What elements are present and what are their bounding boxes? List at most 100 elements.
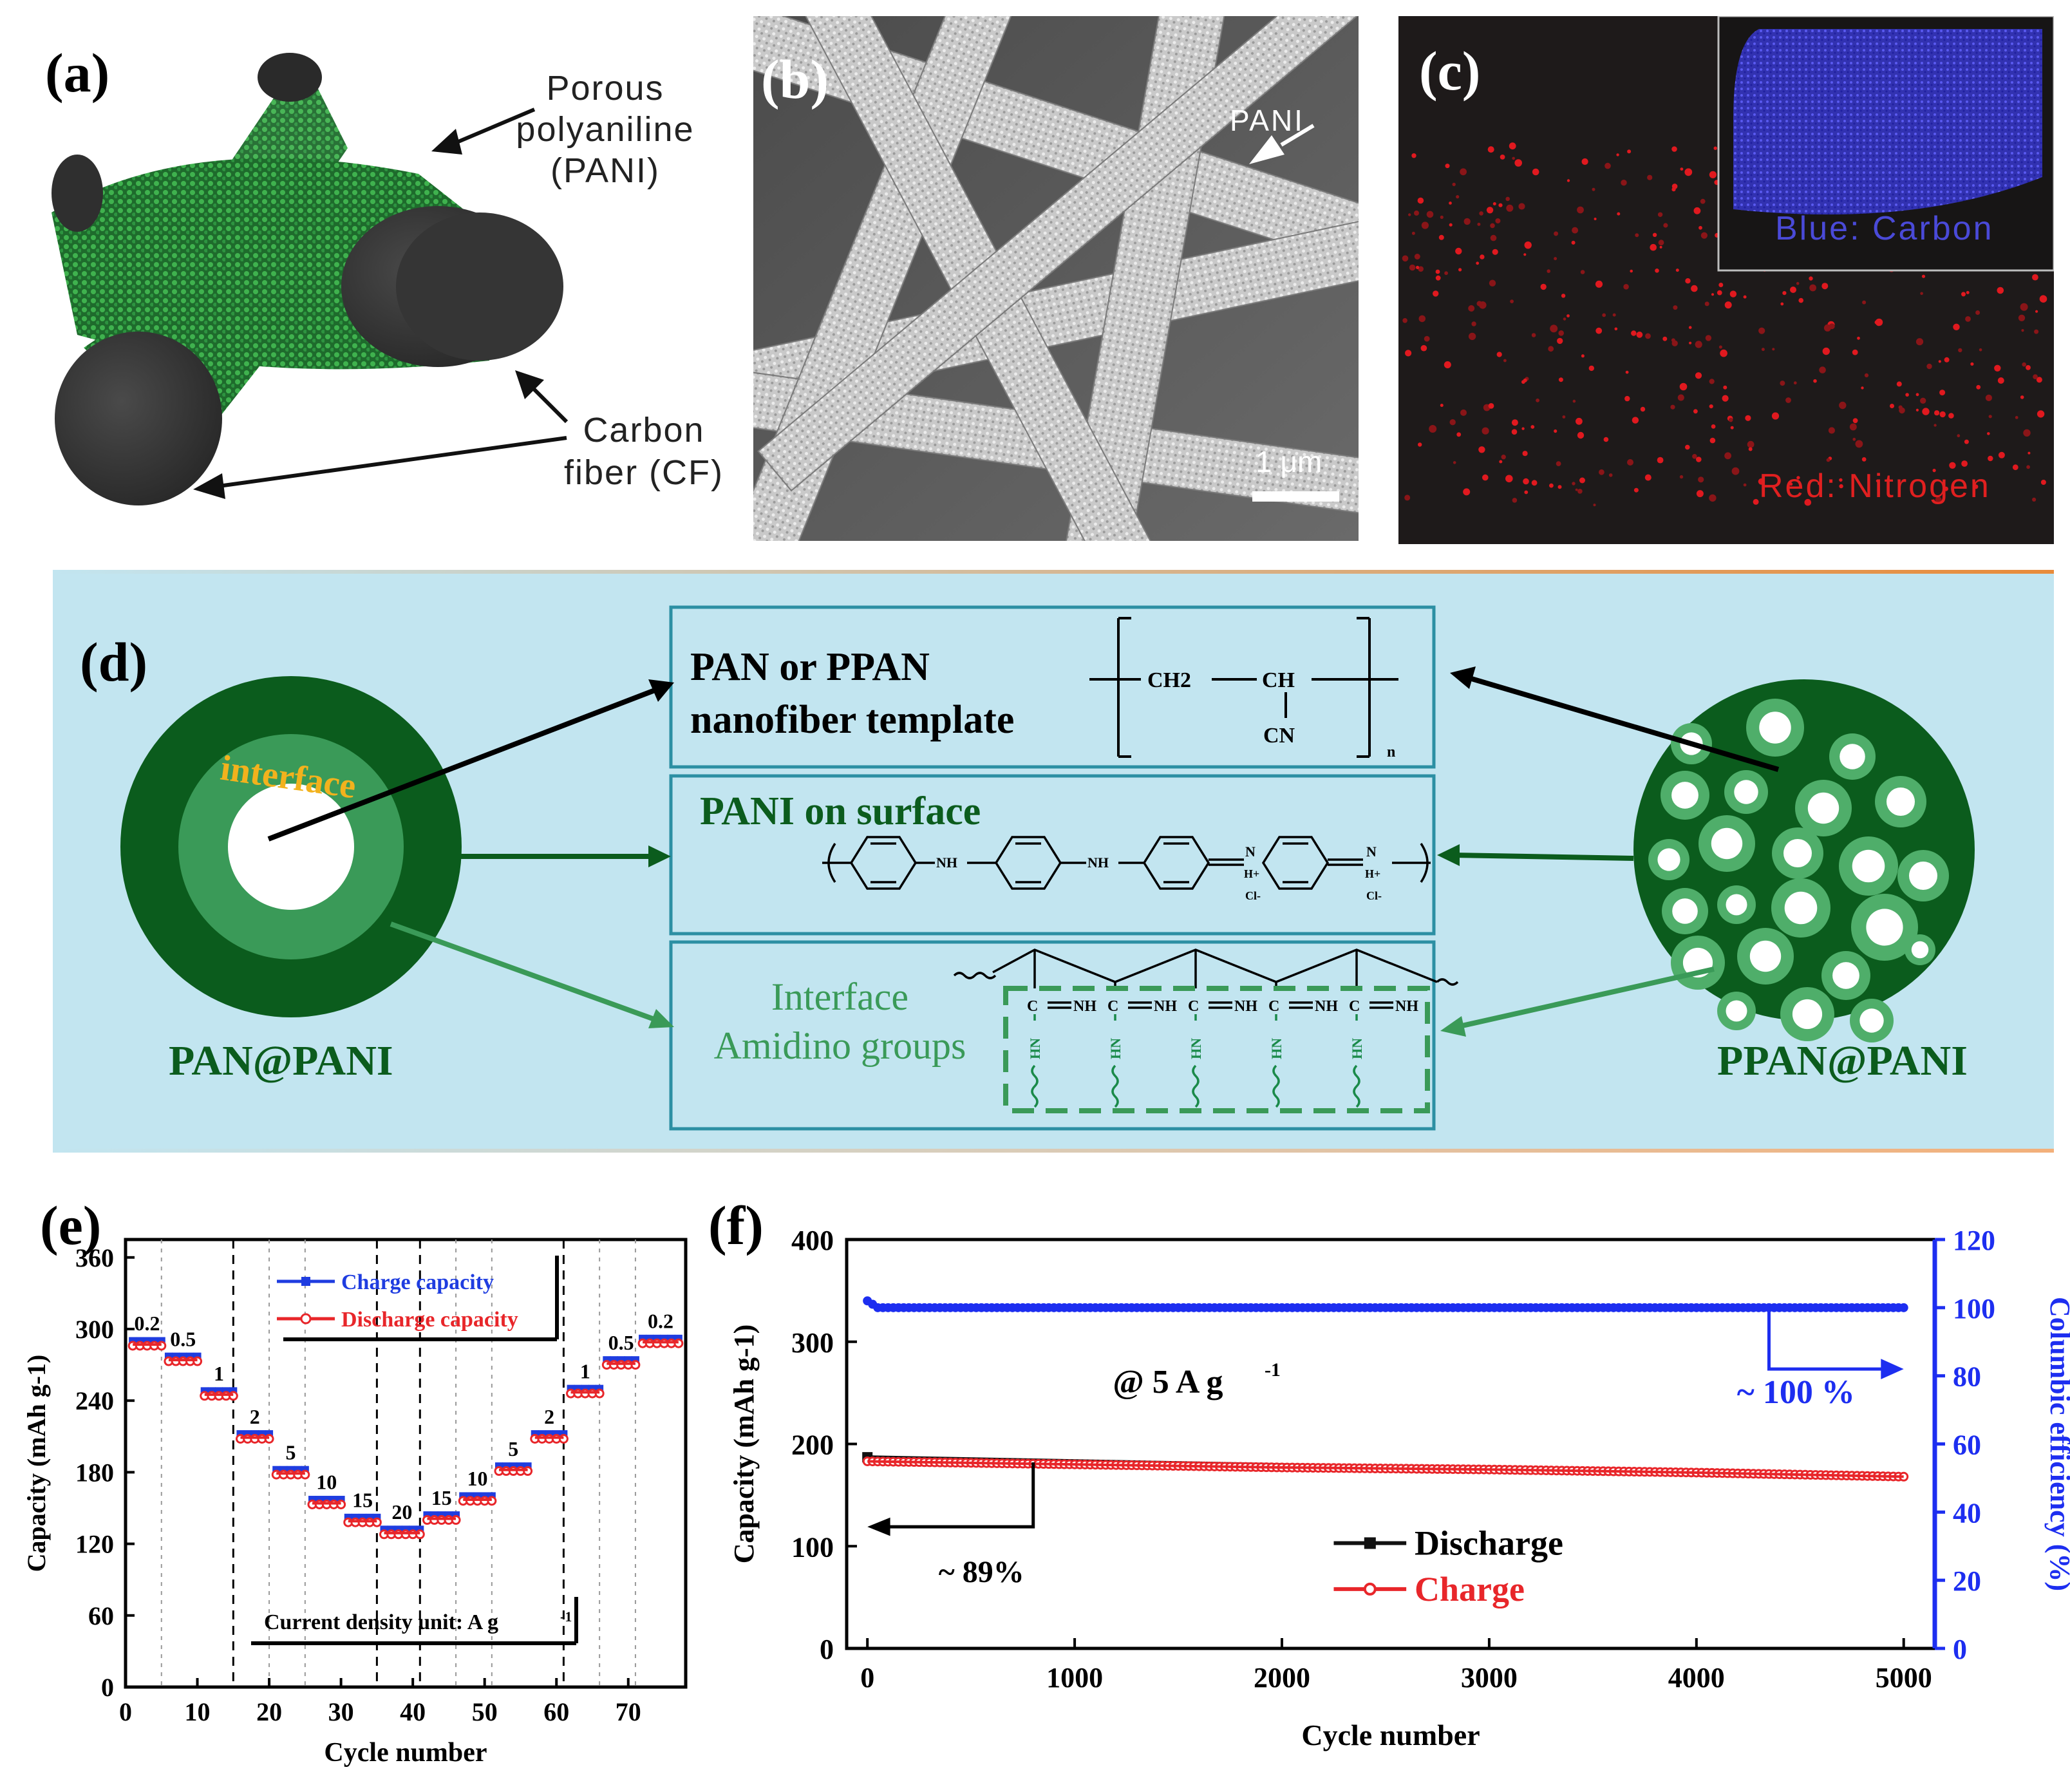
- sem-pani-label: PANI: [1230, 104, 1304, 137]
- rate-label: 10: [316, 1471, 337, 1494]
- current-density-note-sup: -1: [560, 1608, 572, 1625]
- rate-label: 2: [250, 1405, 260, 1428]
- ppan-pores: [1648, 699, 1949, 1042]
- panel-c: (c) Blue: Carbon Red: Nitrogen: [1398, 15, 2055, 544]
- panel-e-letter: (e): [40, 1194, 102, 1256]
- efficiency-arrow: [1767, 1307, 1887, 1371]
- y-axis-label: Capacity (mAh g-1): [22, 1355, 51, 1572]
- legend-charge-label: Charge capacity: [341, 1270, 494, 1294]
- amidino-hn-5: HN: [1349, 1038, 1365, 1059]
- pani-surface-box: [669, 774, 1436, 936]
- amidino-dashed-box: [1003, 986, 1430, 1113]
- rate-label: 5: [286, 1440, 296, 1464]
- amidino-hn-2: HN: [1107, 1038, 1124, 1059]
- pani-structure: [822, 836, 1431, 890]
- pani-label-line: polyaniline: [516, 110, 695, 149]
- current-density-note: Current density unit: A g: [264, 1610, 498, 1634]
- legend-charge-marker: [1363, 1582, 1377, 1596]
- amidino-nh-5: NH: [1395, 998, 1418, 1015]
- rate-label: 0.2: [134, 1312, 160, 1335]
- retention-arrow: [883, 1462, 1035, 1529]
- y-tick-label: 360: [75, 1243, 114, 1272]
- pani-cl-1: Cl-: [1245, 889, 1261, 902]
- interface-box: [669, 940, 1436, 1131]
- cf-label-line: Carbon: [583, 411, 705, 449]
- x-tick-label: 2000: [1254, 1662, 1310, 1693]
- x-axis-label: Cycle number: [324, 1738, 487, 1768]
- y-tick-label: 400: [791, 1225, 834, 1256]
- efficiency-arrowhead: [1881, 1359, 1904, 1379]
- pani-n-plus-1: N: [1245, 844, 1256, 860]
- panel-c-letter: (c): [1419, 40, 1481, 102]
- chem-ch2: CH2: [1147, 668, 1191, 692]
- mechanism-diagram: CH2 CH C N n: [120, 605, 1975, 1131]
- legend-charge-label: Charge: [1415, 1570, 1525, 1608]
- x-axis-label: Cycle number: [1301, 1719, 1480, 1751]
- legend-discharge-label: Discharge: [1415, 1523, 1563, 1562]
- y2-tick-label: 20: [1953, 1565, 1981, 1597]
- y2-axis-label: Columbic efficiency (%): [2044, 1297, 2070, 1591]
- panel-e: 0 60 120 180 240 300 360 0 10 20 30 40 50 60 70 Cycle n…: [0, 1178, 708, 1789]
- eds-map: [1402, 15, 2055, 507]
- interface-box-line: Interface: [771, 976, 909, 1018]
- panel-f-letter: (f): [708, 1194, 764, 1256]
- red-nitrogen-label: Red: Nitrogen: [1759, 467, 1991, 505]
- amidino-structure: [953, 948, 1459, 1009]
- efficiency-annotation: ~ 100 %: [1737, 1374, 1855, 1411]
- pani-label-line: Porous: [546, 69, 664, 108]
- y-tick-label: 100: [791, 1531, 834, 1563]
- retention-annotation: ~ 89%: [939, 1555, 1024, 1589]
- panel-a: (a) Porous polyaniline (PANI) Carbon fib…: [0, 0, 740, 547]
- panel-a-letter: (a): [45, 42, 110, 104]
- scale-bar-label: 1 μm: [1256, 445, 1322, 478]
- rate-label: 1: [214, 1362, 224, 1385]
- panel-d: CH2 CH C N n: [53, 570, 2054, 1153]
- panel-d-letter: (d): [80, 631, 148, 693]
- rate-label: 0.5: [608, 1331, 634, 1354]
- rate-label: 20: [391, 1500, 412, 1523]
- amidino-hn-4: HN: [1268, 1038, 1284, 1059]
- pani-nh-1: NH: [936, 854, 957, 871]
- y2-tick-label: 120: [1953, 1225, 1995, 1256]
- template-box-text: PAN or PPAN nanofiber template: [690, 641, 1014, 746]
- x-tick-label: 50: [472, 1697, 498, 1726]
- y2-tick-label: 0: [1953, 1634, 1967, 1665]
- y-axis-label: Capacity (mAh g-1): [728, 1325, 760, 1564]
- amidino-hn-1: HN: [1027, 1038, 1043, 1059]
- pani-n-plus-2: N: [1366, 844, 1377, 860]
- pani-label: Porous polyaniline (PANI): [509, 68, 702, 191]
- interface-box-line: Amidino groups: [713, 1024, 966, 1067]
- legend-discharge-label: Discharge capacity: [341, 1308, 518, 1332]
- amidino-c-5: C: [1349, 998, 1360, 1015]
- efficiency-point: [1899, 1303, 1908, 1312]
- pani-nh-2: NH: [1087, 854, 1109, 871]
- amidino-c-4: C: [1268, 998, 1279, 1015]
- legend-discharge-marker: [1364, 1537, 1376, 1549]
- template-box: [669, 605, 1436, 769]
- x-tick-label: 1000: [1046, 1662, 1103, 1693]
- ppan-pani-label: PPAN@PANI: [1717, 1037, 1968, 1084]
- chem-ch: CH: [1262, 668, 1295, 692]
- x-tick-label: 5000: [1876, 1662, 1932, 1693]
- pani-surface-text: PANI on surface: [700, 789, 981, 833]
- y2-tick-label: 100: [1953, 1293, 1995, 1325]
- y-tick-label: 240: [75, 1386, 114, 1415]
- rate-label: 0.5: [170, 1327, 196, 1350]
- x-tick-label: 20: [256, 1697, 282, 1726]
- rate-annotation: @ 5 A g: [1113, 1364, 1223, 1401]
- amidino-c-1: C: [1027, 998, 1038, 1015]
- y-tick-label: 180: [75, 1458, 114, 1487]
- rate-annotation-sup: -1: [1265, 1359, 1281, 1381]
- panel-f: 0 100 200 300 400 0 20 40 60 80 100 120 0 1000 2000 300…: [708, 1178, 2070, 1789]
- chem-n-subscript: n: [1387, 744, 1395, 760]
- y2-tick-label: 60: [1953, 1429, 1981, 1461]
- pani-h-plus-2: H+: [1365, 867, 1380, 880]
- charge-line: [867, 1460, 1904, 1478]
- rate-label: 0.2: [648, 1310, 673, 1333]
- amidino-nh-4: NH: [1315, 998, 1338, 1015]
- rate-label: 15: [352, 1489, 373, 1512]
- plot-frame: [124, 1238, 688, 1689]
- y-tick-label: 0: [820, 1634, 834, 1665]
- panel-b-letter: (b): [761, 48, 829, 110]
